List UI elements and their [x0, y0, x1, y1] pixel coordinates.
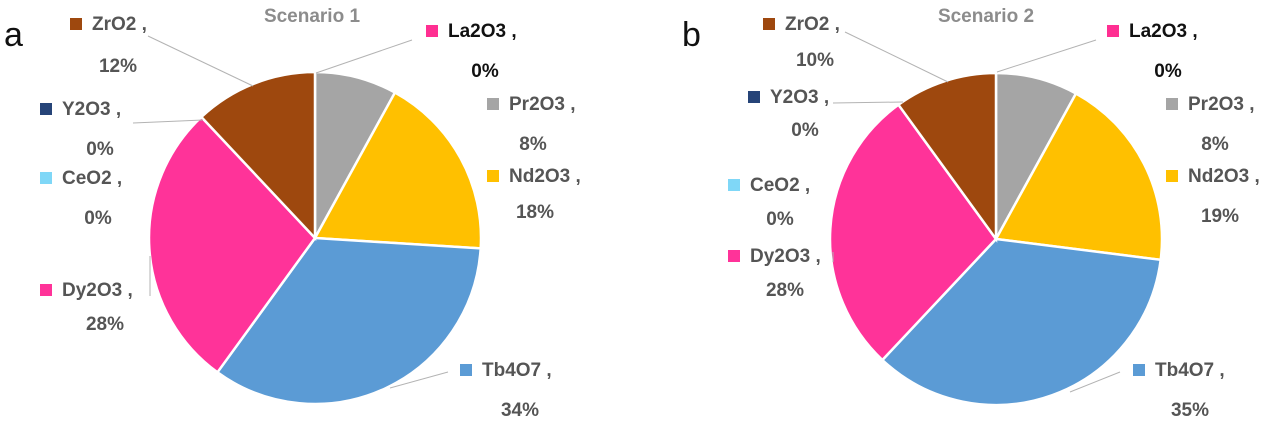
data-label-value: 0%: [1154, 61, 1182, 82]
chart-title: Scenario 1: [264, 6, 361, 27]
pie-chart-a: a Scenario 1 La2O3 , 0% Pr2O3 , 8% Nd2O3 , 18% T…: [4, 6, 581, 421]
data-label-value: 0%: [471, 61, 499, 82]
data-label-name: Tb4O7 ,: [1155, 360, 1225, 381]
legend-marker-zro2: [763, 18, 775, 30]
chart-title: Scenario 2: [938, 6, 1034, 27]
data-label-name: Y2O3 ,: [770, 87, 829, 108]
data-label-value: 0%: [766, 209, 794, 230]
data-label-value: 0%: [86, 139, 114, 160]
data-label-name: Nd2O3 ,: [509, 166, 581, 187]
legend-marker-nd2o3: [487, 170, 499, 182]
pie-slice-zro2: [896, 71, 998, 243]
pie-chart-b: b Scenario 2 La2O3 , 0% Pr2O3 , 8% Nd2O3 , 19% T…: [682, 6, 1260, 421]
pie-slice-tb4o7: [215, 236, 482, 406]
leader-line-y2o3: [132, 119, 204, 124]
data-label-name: CeO2 ,: [750, 175, 810, 196]
data-label-name: Dy2O3 ,: [750, 246, 821, 267]
leader-line-tb4o7: [1069, 371, 1121, 393]
legend-marker-ceo2: [40, 172, 52, 184]
data-label-value: 8%: [519, 134, 547, 155]
data-label-name: ZrO2 ,: [785, 14, 840, 35]
legend-marker-y2o3: [748, 91, 760, 103]
leader-line-tb4o7: [389, 371, 449, 389]
legend-marker-tb4o7: [1133, 364, 1145, 376]
data-label-name: Y2O3 ,: [62, 99, 121, 120]
legend-marker-la2o3: [426, 25, 438, 37]
data-label-name: Tb4O7 ,: [482, 360, 552, 381]
data-label-value: 34%: [501, 400, 539, 421]
pie-slice-nd2o3: [994, 91, 1164, 262]
legend-marker-y2o3: [40, 103, 52, 115]
legend-marker-nd2o3: [1166, 170, 1178, 182]
legend-marker-zro2: [70, 18, 82, 30]
leader-line-la2o3: [996, 39, 1097, 73]
legend-marker-dy2o3: [728, 250, 740, 262]
data-label-name: La2O3 ,: [448, 21, 517, 42]
legend-marker-pr2o3: [1166, 98, 1178, 110]
data-label-value: 35%: [1171, 400, 1209, 421]
legend-marker-dy2o3: [40, 284, 52, 296]
pie-slice-dy2o3: [828, 102, 998, 362]
panel-letter: a: [4, 16, 23, 54]
data-label-value: 0%: [84, 208, 112, 229]
leader-line-zro2: [844, 31, 949, 83]
legend-marker-ceo2: [728, 179, 740, 191]
data-label-value: 12%: [99, 56, 137, 77]
data-label-name: Dy2O3 ,: [62, 280, 133, 301]
data-label-value: 10%: [796, 50, 834, 71]
pie-slice-zro2: [199, 70, 317, 242]
data-label-value: 28%: [766, 280, 804, 301]
data-label-name: CeO2 ,: [62, 168, 122, 189]
pie-slice-nd2o3: [312, 90, 483, 250]
legend-marker-tb4o7: [460, 364, 472, 376]
data-label-value: 18%: [516, 202, 554, 223]
leader-line-la2o3: [315, 39, 413, 74]
data-label-value: 28%: [86, 314, 124, 335]
pie-slice-dy2o3: [147, 115, 317, 375]
pie-slice-tb4o7: [880, 237, 1163, 407]
data-label-value: 8%: [1201, 134, 1229, 155]
data-label-name: Pr2O3 ,: [509, 94, 576, 115]
data-label-name: ZrO2 ,: [92, 14, 147, 35]
legend-marker-la2o3: [1107, 25, 1119, 37]
data-label-value: 19%: [1201, 206, 1239, 227]
data-label-name: La2O3 ,: [1129, 21, 1198, 42]
data-label-value: 0%: [791, 120, 819, 141]
panel-letter: b: [682, 16, 701, 54]
leader-line-y2o3: [832, 101, 904, 104]
data-label-name: Pr2O3 ,: [1188, 94, 1255, 115]
data-label-name: Nd2O3 ,: [1188, 166, 1260, 187]
legend-marker-pr2o3: [487, 98, 499, 110]
leader-line-zro2: [147, 35, 254, 87]
